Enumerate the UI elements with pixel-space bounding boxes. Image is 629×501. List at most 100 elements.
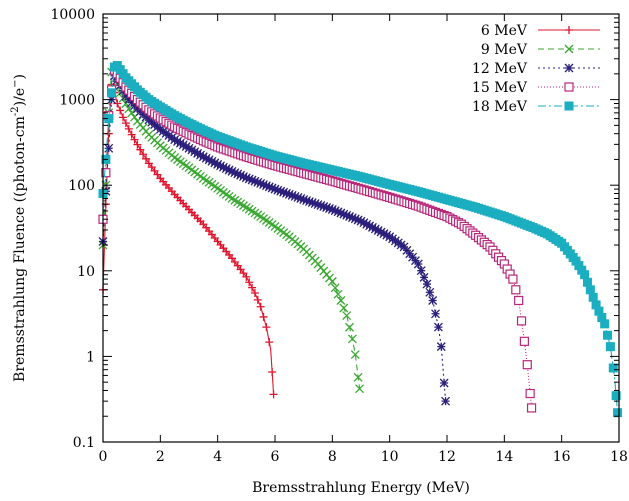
data-point: [133, 140, 142, 149]
data-point: [242, 272, 251, 281]
x-tick-label: 0: [99, 449, 108, 465]
data-point: [181, 142, 191, 152]
data-point: [425, 287, 435, 297]
data-point: [422, 279, 432, 289]
data-point: [608, 363, 618, 373]
data-point: [287, 190, 297, 200]
x-tick-label: 2: [156, 449, 165, 465]
data-point: [613, 408, 623, 418]
data-point: [290, 191, 300, 201]
data-point: [256, 302, 265, 311]
data-point: [310, 199, 320, 208]
x-tick-label: 18: [610, 449, 628, 465]
data-point: [236, 170, 246, 180]
legend-label: 15 MeV: [472, 80, 528, 96]
x-tick-label: 12: [438, 449, 456, 465]
y-tick-label: 0.1: [73, 435, 95, 451]
data-point: [193, 148, 203, 158]
y-tick-label: 100: [68, 178, 95, 194]
data-point: [522, 360, 532, 370]
data-point: [178, 140, 188, 150]
data-point: [296, 194, 306, 203]
series-9-mev: [98, 67, 365, 394]
data-point: [350, 214, 360, 224]
y-axis-label-mid: )/e: [12, 88, 28, 106]
data-point: [210, 158, 220, 168]
data-point: [519, 336, 530, 346]
data-point: [268, 368, 277, 377]
data-point: [356, 216, 366, 226]
data-point: [345, 322, 354, 332]
data-point: [262, 323, 271, 332]
data-point: [244, 174, 254, 184]
data-point: [265, 338, 274, 347]
data-point: [325, 204, 334, 213]
data-point: [336, 208, 346, 218]
data-point: [304, 197, 314, 206]
data-point: [316, 201, 326, 210]
data-point: [273, 185, 283, 195]
legend-label: 6 MeV: [481, 23, 528, 39]
data-point: [104, 143, 114, 153]
data-point: [585, 285, 595, 295]
data-point: [355, 384, 365, 394]
data-point: [577, 265, 587, 275]
y-tick-label: 10000: [50, 7, 95, 23]
data-point: [514, 295, 524, 306]
data-point: [600, 319, 610, 329]
data-point: [170, 135, 180, 145]
data-point: [139, 150, 148, 159]
data-point: [247, 175, 257, 185]
data-point: [116, 106, 125, 115]
data-point: [201, 153, 211, 163]
legend-item: 12 MeV: [472, 61, 600, 77]
y-tick-label: 1000: [59, 93, 95, 109]
y-axis-label-sup: −: [10, 80, 21, 88]
y-axis-label-end: ): [12, 74, 28, 79]
data-point: [347, 334, 357, 344]
data-point: [353, 372, 363, 382]
data-point: [248, 283, 257, 292]
data-point: [339, 303, 349, 313]
x-tick-label: 6: [271, 449, 280, 465]
x-tick-label: 10: [381, 449, 399, 465]
data-point: [333, 289, 343, 299]
data-point: [119, 113, 128, 122]
data-point: [204, 155, 214, 165]
plot-frame: [102, 13, 620, 443]
data-point: [261, 181, 271, 191]
series-line: [102, 70, 361, 389]
data-point: [299, 195, 309, 204]
data-point: [241, 173, 251, 183]
data-point: [107, 88, 117, 98]
y-tick-label: 1: [86, 349, 95, 365]
data-point: [365, 221, 375, 231]
data-point: [121, 119, 130, 128]
data-point: [233, 169, 243, 179]
data-point: [439, 378, 449, 388]
data-point: [591, 300, 601, 310]
data-point: [564, 63, 574, 73]
data-point: [373, 226, 383, 235]
data-point: [508, 274, 518, 284]
data-point: [319, 202, 329, 211]
series-6-mev: [99, 80, 278, 399]
data-point: [276, 186, 286, 196]
data-point: [224, 165, 234, 175]
data-point: [564, 101, 574, 111]
data-point: [511, 285, 521, 295]
y-axis-label-exp: -2: [10, 106, 21, 116]
data-point: [603, 330, 613, 340]
data-point: [431, 309, 440, 319]
data-point: [376, 227, 386, 237]
data-point: [416, 266, 426, 276]
data-point: [250, 289, 259, 298]
x-tick-label: 14: [495, 449, 513, 465]
legend-label: 18 MeV: [472, 99, 528, 115]
data-point: [330, 206, 340, 216]
data-point: [362, 219, 372, 229]
data-point: [270, 184, 280, 194]
data-point: [130, 135, 139, 144]
data-point: [293, 192, 303, 202]
